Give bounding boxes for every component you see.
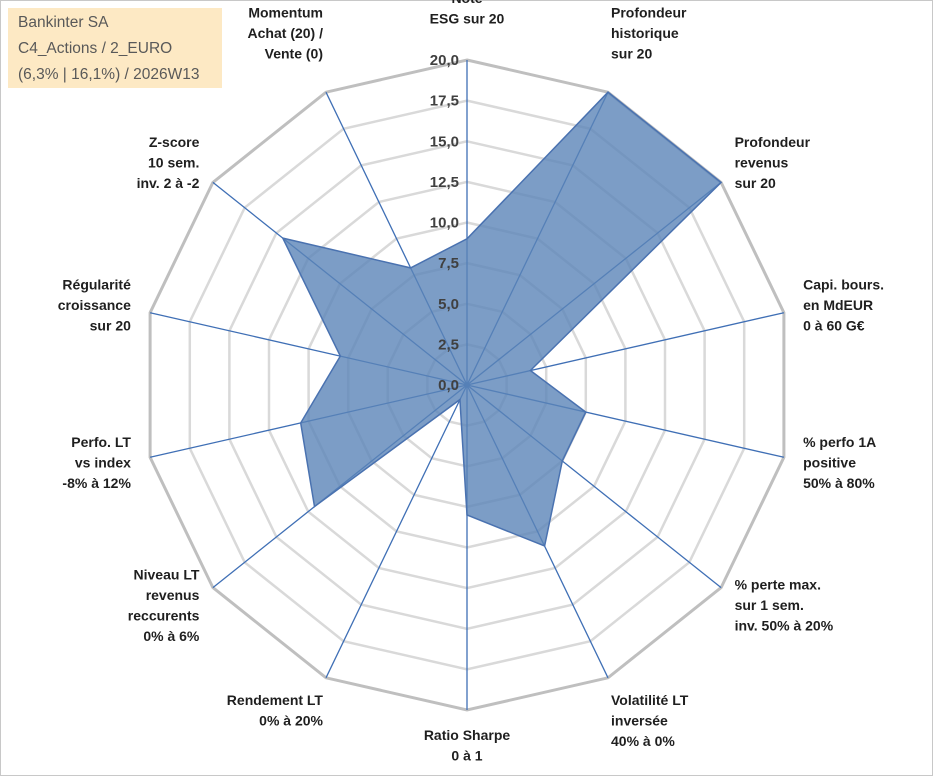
axis-label-10: Perfo. LT vs index -8% à 12% <box>62 434 131 491</box>
info-box: Bankinter SA C4_Actions / 2_EURO (6,3% |… <box>8 8 222 88</box>
axis-label-8: Rendement LT 0% à 20% <box>227 692 324 729</box>
axis-label-2: Profondeur revenus sur 20 <box>735 134 811 191</box>
radar-tick-label: 12,5 <box>430 174 459 191</box>
axis-label-13: Momentum Achat (20) / Vente (0) <box>248 5 324 62</box>
axis-label-line: reccurents <box>128 607 200 623</box>
axis-label-7: Ratio Sharpe 0 à 1 <box>424 727 511 764</box>
axis-label-line: 0 à 60 G€ <box>803 317 865 333</box>
radar-tick-label: 2,5 <box>438 336 459 353</box>
info-company-name: Bankinter SA <box>18 14 109 31</box>
radar-tick-labels: 0,0 2,5 5,0 7,5 10,0 12,5 15,0 17,5 20,0 <box>430 52 459 394</box>
axis-label-line: sur 20 <box>735 175 776 191</box>
axis-label-line: Rendement LT <box>227 692 324 708</box>
radar-axis-labels: Note ESG sur 20 Profondeur historique sur 20… <box>58 0 884 764</box>
axis-label-line: % perte max. <box>735 577 821 593</box>
axis-label-line: Ratio Sharpe <box>424 727 511 743</box>
axis-label-11: Régularité croissance sur 20 <box>58 276 131 333</box>
axis-label-line: croissance <box>58 297 131 313</box>
axis-label-line: sur 1 sem. <box>735 597 804 613</box>
axis-label-6: Volatilité LT inversée 40% à 0% <box>611 692 689 749</box>
axis-label-line: Momentum <box>248 5 323 21</box>
radar-tick-label: 15,0 <box>430 133 459 150</box>
radar-series <box>281 91 723 548</box>
axis-label-9: Niveau LT revenus reccurents 0% à 6% <box>128 566 200 644</box>
axis-label-line: inv. 50% à 20% <box>735 618 834 634</box>
axis-label-line: Régularité <box>62 276 131 292</box>
radar-tick-label: 20,0 <box>430 52 459 69</box>
info-category: C4_Actions / 2_EURO <box>18 40 173 57</box>
axis-label-3: Capi. bours. en MdEUR 0 à 60 G€ <box>803 276 884 333</box>
axis-label-1: Profondeur historique sur 20 <box>611 5 687 62</box>
axis-label-line: -8% à 12% <box>62 475 131 491</box>
axis-label-line: en MdEUR <box>803 297 873 313</box>
axis-label-12: Z-score 10 sem. inv. 2 à -2 <box>137 134 200 191</box>
axis-label-line: Z-score <box>149 134 200 150</box>
radar-tick-label: 5,0 <box>438 296 459 313</box>
axis-label-line: 40% à 0% <box>611 733 675 749</box>
axis-label-line: inv. 2 à -2 <box>137 175 200 191</box>
radar-tick-label: 10,0 <box>430 215 459 232</box>
axis-label-5: % perte max. sur 1 sem. inv. 50% à 20% <box>735 577 834 634</box>
info-period: (6,3% | 16,1%) / 2026W13 <box>18 66 200 83</box>
axis-label-line: Capi. bours. <box>803 276 884 292</box>
axis-label-0: Note ESG sur 20 <box>430 0 505 27</box>
radar-spoke <box>325 384 468 679</box>
axis-label-line: sur 20 <box>611 46 652 62</box>
axis-label-line: 0% à 6% <box>143 628 200 644</box>
axis-label-line: historique <box>611 25 679 41</box>
radar-tick-label: 17,5 <box>430 93 459 110</box>
axis-label-line: ESG sur 20 <box>430 11 505 27</box>
axis-label-line: sur 20 <box>90 317 131 333</box>
axis-label-line: Niveau LT <box>134 566 200 582</box>
axis-label-line: % perfo 1A <box>803 434 876 450</box>
axis-label-line: inversée <box>611 712 668 728</box>
axis-label-line: Volatilité LT <box>611 692 689 708</box>
axis-label-line: Perfo. LT <box>71 434 131 450</box>
axis-label-line: revenus <box>735 154 789 170</box>
axis-label-line: revenus <box>146 587 200 603</box>
axis-label-4: % perfo 1A positive 50% à 80% <box>803 434 876 491</box>
axis-label-line: 50% à 80% <box>803 475 875 491</box>
axis-label-line: 0 à 1 <box>451 748 482 764</box>
axis-label-line: Profondeur <box>611 5 687 21</box>
axis-label-line: 10 sem. <box>148 154 199 170</box>
axis-label-line: positive <box>803 455 856 471</box>
axis-label-line: Achat (20) / <box>248 25 324 41</box>
axis-label-line: Vente (0) <box>265 46 323 62</box>
radar-tick-label: 0,0 <box>438 377 459 394</box>
axis-label-line: 0% à 20% <box>259 712 323 728</box>
axis-label-line: Profondeur <box>735 134 811 150</box>
axis-label-line: vs index <box>75 455 131 471</box>
axis-label-line: Note <box>451 0 482 6</box>
radar-tick-label: 7,5 <box>438 255 459 272</box>
